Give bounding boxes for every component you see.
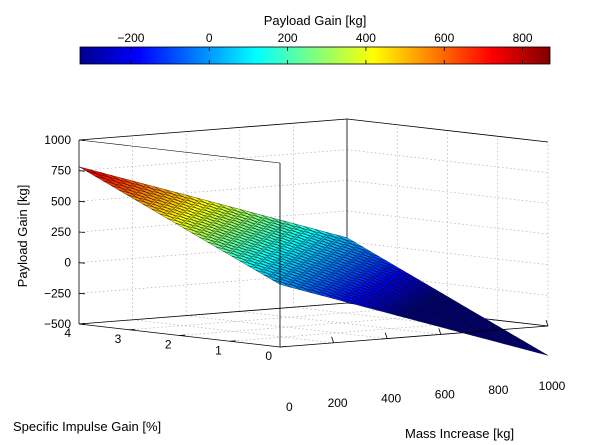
z-tick-label: 0 (64, 256, 71, 270)
x-axis-ticks: 0 200 400 600 800 1000 (286, 319, 566, 414)
colorbar-tick-label: 200 (278, 31, 298, 45)
colorbar-tick-label: 400 (356, 31, 376, 45)
y-axis-ticks: 0 1 2 3 4 (64, 323, 287, 363)
z-tick-label: 750 (51, 164, 71, 178)
y-tick-label: 3 (115, 332, 122, 346)
x-tick-label: 800 (488, 383, 508, 397)
z-axis-label: Payload Gain [kg] (15, 185, 30, 288)
colorbar: Payload Gain [kg] −200 0 200 400 600 800 (79, 13, 551, 65)
z-tick-label: 1000 (44, 133, 71, 147)
colorbar-tick-label: 600 (434, 31, 454, 45)
x-axis-label: Mass Increase [kg] (405, 426, 514, 441)
x-tick-label: 0 (286, 400, 293, 414)
colorbar-tick-label: −200 (117, 31, 144, 45)
colorbar-gradient (79, 46, 551, 65)
x-tick-label: 600 (435, 387, 455, 401)
z-tick-label: 250 (51, 225, 71, 239)
surface-patch (529, 347, 549, 356)
y-axis-label: Specific Impulse Gain [%] (13, 419, 161, 434)
z-tick-label: 500 (51, 194, 71, 208)
z-tick-label: −500 (44, 317, 71, 331)
colorbar-label: Payload Gain [kg] (264, 13, 367, 28)
surface-patch (271, 279, 291, 288)
x-tick-label: 400 (381, 392, 401, 406)
y-tick-label: 1 (215, 343, 222, 357)
colorbar-tick-label: 0 (206, 31, 213, 45)
colorbar-ticks: −200 0 200 400 600 800 (117, 31, 533, 64)
x-tick-label: 200 (328, 396, 348, 410)
x-tick-label: 1000 (539, 379, 566, 393)
z-axis-ticks: −500 −250 0 250 500 750 1000 (44, 133, 86, 331)
z-tick-label: −250 (44, 286, 71, 300)
y-tick-label: 0 (265, 349, 272, 363)
surface-patch (78, 166, 98, 175)
y-tick-label: 2 (165, 338, 172, 352)
colorbar-tick-label: 800 (513, 31, 533, 45)
payload-surface (78, 166, 549, 356)
y-tick-label: 4 (64, 326, 71, 340)
